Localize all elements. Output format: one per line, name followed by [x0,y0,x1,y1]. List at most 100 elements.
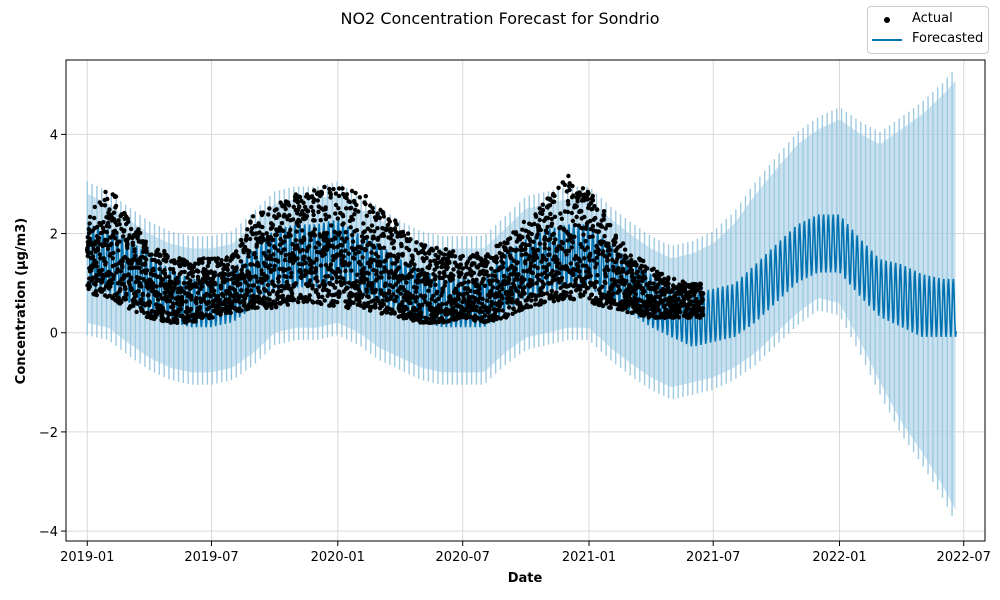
actual-point [239,267,244,273]
actual-point [477,291,482,297]
actual-point [601,209,607,214]
actual-point [347,199,353,205]
actual-point [587,218,593,224]
actual-point [369,250,374,255]
actual-point [452,254,458,259]
actual-point [404,306,410,311]
actual-point [87,221,92,226]
actual-point [344,195,349,201]
actual-point [393,298,398,304]
actual-point [98,256,103,261]
actual-point [534,255,540,260]
actual-point [500,265,506,270]
actual-point [478,256,484,261]
actual-point [567,187,572,193]
actual-point [445,311,450,317]
actual-point [601,213,607,218]
actual-point [342,280,347,285]
x-tick-label: 2021-07 [686,550,740,565]
actual-point [267,263,273,268]
actual-point [254,244,259,249]
actual-point [497,304,502,309]
actual-point [349,188,355,194]
actual-point [550,268,555,274]
plot-area [65,59,986,542]
actual-point [386,275,392,280]
actual-point [580,226,586,231]
actual-point [296,261,302,267]
actual-point [290,217,296,222]
actual-point [527,253,532,259]
actual-point [584,263,589,269]
actual-point [310,208,316,214]
actual-point [356,249,362,255]
actual-point [319,234,325,239]
actual-point [541,282,547,287]
actual-point [259,268,264,273]
actual-point [335,216,341,221]
actual-point [424,255,429,261]
actual-point [366,281,371,287]
actual-points [84,173,706,325]
actual-point [471,270,477,276]
actual-point [225,277,230,283]
legend-label-actual: Actual [912,11,953,26]
actual-point [568,290,574,295]
actual-point [157,266,162,272]
actual-point [296,223,301,229]
actual-point [113,194,119,199]
actual-point [335,300,340,305]
actual-point [331,186,336,192]
actual-point [103,260,108,265]
actual-point [394,294,399,300]
actual-point [129,287,134,292]
actual-point [694,296,699,302]
actual-point [288,233,293,238]
actual-point [267,291,272,297]
actual-point [496,308,502,313]
actual-point [688,294,693,299]
actual-point [636,274,642,279]
actual-point [387,288,392,294]
actual-point [283,267,288,272]
actual-point [99,202,104,208]
actual-point [94,260,99,265]
actual-point [356,209,361,214]
actual-point [314,288,319,293]
x-tick-label: 2020-01 [311,550,365,565]
actual-point [246,254,251,259]
actual-point [234,249,239,254]
actual-point [105,238,110,243]
actual-point [509,300,515,305]
actual-point [274,305,279,310]
actual-point [264,231,269,236]
actual-point [401,233,407,238]
actual-point [337,230,342,235]
actual-point [446,255,451,260]
actual-point [283,206,288,212]
actual-point [127,233,132,238]
actual-point [261,237,267,243]
actual-point [324,230,330,236]
actual-point [288,227,293,232]
actual-point [458,270,464,275]
actual-point [111,273,116,278]
actual-point [350,217,356,222]
actual-point [153,252,158,257]
x-tick-label: 2021-01 [562,550,616,565]
actual-point [385,222,391,228]
actual-point [350,239,356,244]
actual-point [85,249,90,255]
actual-point [522,291,527,296]
actual-point [700,297,705,302]
actual-point [698,282,704,287]
actual-point [218,283,224,288]
actual-point [413,247,418,253]
actual-point [464,291,470,296]
actual-point [544,268,549,273]
actual-point [486,273,491,278]
actual-point [415,267,421,273]
actual-point [377,245,383,251]
actual-point [226,300,232,306]
actual-point [553,237,558,242]
